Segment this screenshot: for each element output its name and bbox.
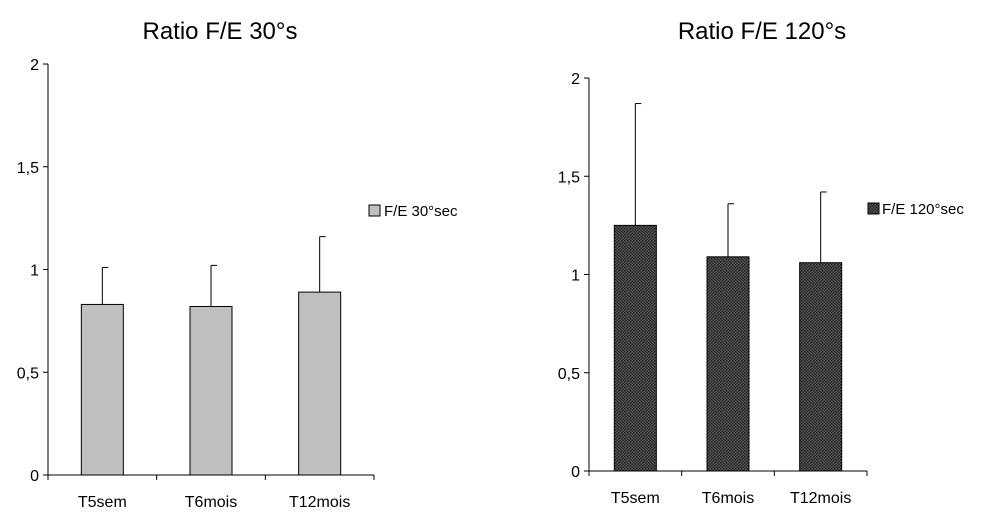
y-tick-label: 1 — [30, 263, 39, 280]
x-tick-label: T12mois — [790, 490, 851, 507]
chart-f-e-30: Ratio F/E 30°s 0 0,5 1 1,5 2 T5sem T6moi… — [17, 18, 458, 511]
y-tick-label: 2 — [30, 57, 39, 74]
chart-title: Ratio F/E 30°s — [143, 18, 298, 45]
bar — [189, 305, 233, 476]
y-tick-label: 1,5 — [558, 169, 580, 186]
x-tick-label: T6mois — [702, 490, 754, 507]
chart-f-e-120: Ratio F/E 120°s 0 0,5 1 1,5 2 T5sem T6mo… — [558, 18, 965, 507]
y-tick-label: 2 — [571, 71, 580, 88]
y-tick-label: 0,5 — [17, 365, 39, 382]
y-tick-label: 0,5 — [558, 366, 580, 383]
x-tick-label: T5sem — [78, 494, 127, 511]
bar — [799, 262, 843, 472]
plot-area — [43, 63, 375, 480]
bar — [80, 303, 124, 476]
y-tick-labels: 0 0,5 1 1,5 2 — [17, 57, 39, 485]
x-tick-label: T5sem — [611, 490, 660, 507]
y-tick-label: 0 — [30, 468, 39, 485]
bar — [613, 224, 657, 472]
legend-label: F/E 30°sec — [384, 203, 458, 220]
legend: F/E 120°sec — [867, 201, 964, 218]
legend-swatch — [867, 202, 880, 215]
x-tick-labels: T5sem T6mois T12mois — [611, 490, 851, 507]
legend: F/E 30°sec — [368, 203, 458, 220]
plot-area — [584, 77, 868, 476]
x-tick-label: T6mois — [185, 494, 237, 511]
chart-title: Ratio F/E 120°s — [678, 18, 846, 45]
y-tick-label: 0 — [571, 464, 580, 481]
x-tick-labels: T5sem T6mois T12mois — [78, 494, 350, 511]
legend-label: F/E 120°sec — [882, 201, 964, 218]
x-tick-label: T12mois — [289, 494, 350, 511]
y-tick-label: 1 — [571, 268, 580, 285]
legend-swatch — [368, 204, 381, 217]
y-tick-labels: 0 0,5 1 1,5 2 — [558, 71, 580, 481]
bar — [706, 256, 750, 472]
bar — [298, 291, 342, 476]
y-tick-label: 1,5 — [17, 160, 39, 177]
